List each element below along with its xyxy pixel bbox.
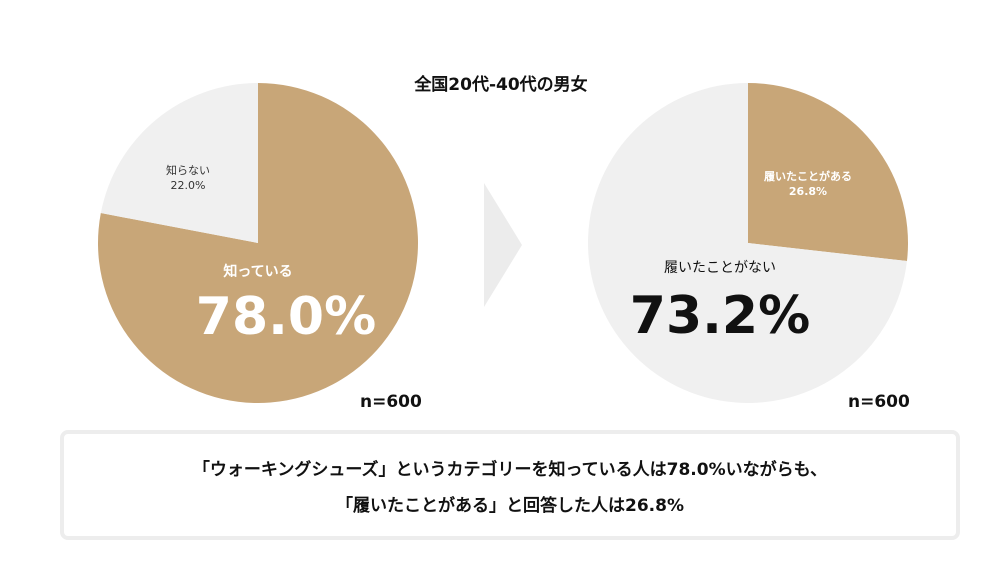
- slice-label-1-1: 履いたことがない: [664, 260, 776, 276]
- n-label-right: n=600: [848, 392, 910, 412]
- slice-label-1-0: 履いたことがある: [764, 169, 852, 183]
- slice-value-1-0: 26.8%: [789, 185, 827, 198]
- arrow-right-icon: [484, 183, 522, 307]
- pie-slice-0-0: [98, 83, 419, 404]
- summary-line-2: 「履いたことがある」と回答した人は26.8%: [336, 496, 684, 516]
- slice-label-0-1: 知らない: [166, 163, 210, 177]
- n-label-left: n=600: [360, 392, 422, 412]
- pie-chart-experience: 履いたことがある 26.8% 履いたことがない 73.2%: [588, 83, 908, 403]
- slice-value-0-1: 22.0%: [171, 179, 206, 192]
- slice-value-0-0: 78.0%: [196, 287, 376, 347]
- slice-value-1-1: 73.2%: [630, 286, 810, 346]
- slice-label-0-0: 知っている: [223, 263, 292, 280]
- pie-slice-1-1: [588, 83, 907, 403]
- pie-slice-1-0: [748, 83, 908, 262]
- pie-slice-0-1: [100, 83, 258, 243]
- chart-title: 全国20代-40代の男女: [414, 75, 588, 95]
- summary-line-1: 「ウォーキングシューズ」というカテゴリーを知っている人は78.0%いながらも、: [192, 460, 828, 480]
- summary-box: 「ウォーキングシューズ」というカテゴリーを知っている人は78.0%いながらも、 …: [60, 430, 960, 540]
- pie-chart-awareness: 知っている 78.0% 知らない 22.0%: [98, 83, 419, 404]
